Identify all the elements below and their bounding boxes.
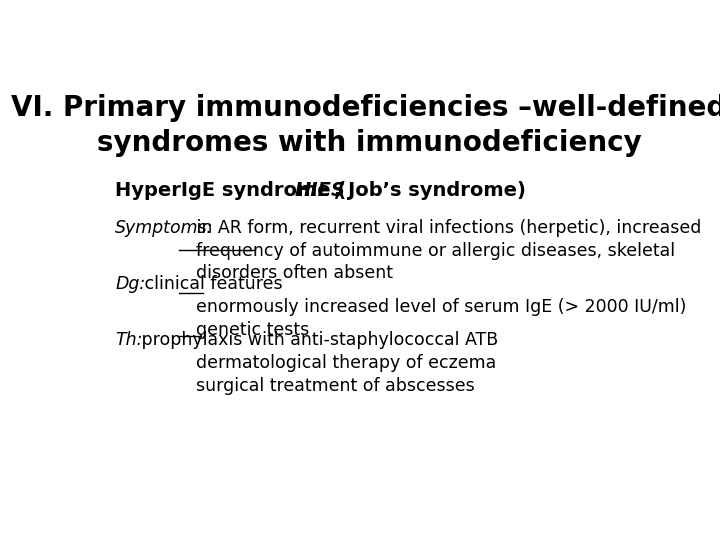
Text: Th:: Th: [115,331,143,349]
Text: disorders often absent: disorders often absent [196,265,393,282]
Text: VI. Primary immunodeficiencies –well-defined: VI. Primary immunodeficiencies –well-def… [12,94,720,122]
Text: , Job’s syndrome): , Job’s syndrome) [334,181,526,200]
Text: prophylaxis with anti-staphylococcal ATB: prophylaxis with anti-staphylococcal ATB [136,331,499,349]
Text: syndromes with immunodeficiency: syndromes with immunodeficiency [96,129,642,157]
Text: genetic tests: genetic tests [196,321,310,339]
Text: in AR form, recurrent viral infections (herpetic), increased: in AR form, recurrent viral infections (… [192,219,702,237]
Text: HyperIgE syndrome (: HyperIgE syndrome ( [115,181,346,200]
Text: enormously increased level of serum IgE (> 2000 IU/ml): enormously increased level of serum IgE … [196,298,686,316]
Text: Dg:: Dg: [115,275,145,293]
Text: HIES: HIES [294,181,346,200]
Text: frequency of autoimmune or allergic diseases, skeletal: frequency of autoimmune or allergic dise… [196,241,675,260]
Text: Symptoms:: Symptoms: [115,219,214,237]
Text: surgical treatment of abscesses: surgical treatment of abscesses [196,377,474,395]
Text: dermatological therapy of eczema: dermatological therapy of eczema [196,354,496,372]
Text: clinical features: clinical features [138,275,282,293]
